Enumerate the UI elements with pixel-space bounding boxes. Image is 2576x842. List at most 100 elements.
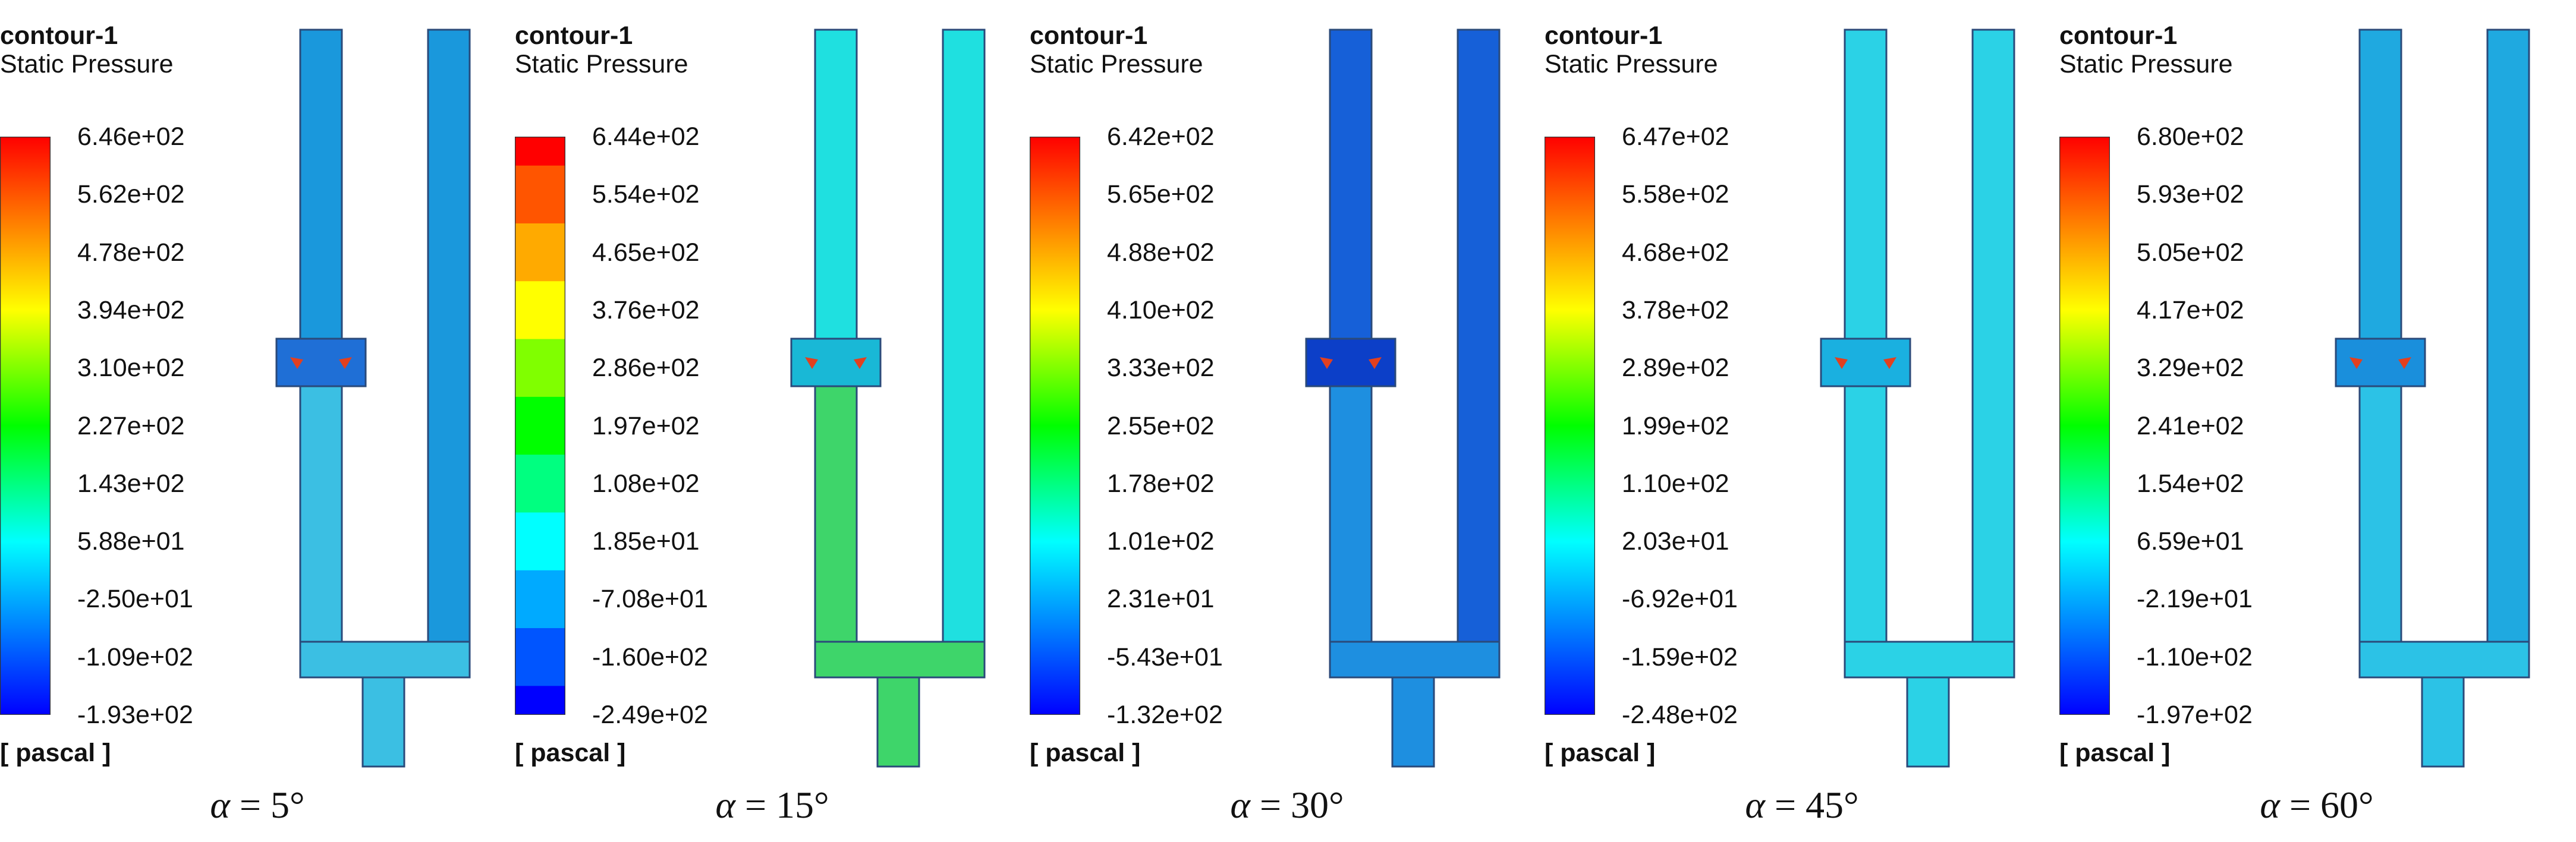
- colorbar-tick-label: 2.31e+01: [1107, 585, 1215, 614]
- colorbar-tick-label: 5.54e+02: [592, 180, 700, 209]
- colorbar: [515, 137, 565, 715]
- contour-subtitle: Static Pressure: [515, 50, 688, 78]
- colorbar-gradient: [0, 137, 51, 715]
- alpha-symbol: α: [2260, 784, 2280, 826]
- alpha-caption: α = 60°: [2059, 783, 2574, 827]
- colorbar-tick-label: 1.97e+02: [592, 411, 700, 440]
- vortex-arrow-icon: [2398, 357, 2411, 369]
- alpha-value: = 30°: [1250, 784, 1344, 826]
- right-leg: [1457, 29, 1501, 679]
- colorbar-tick-label: 5.65e+02: [1107, 180, 1215, 209]
- colorbar-tick-label: 4.17e+02: [2137, 295, 2244, 324]
- colorbar-tick-label: -5.43e+01: [1107, 642, 1223, 671]
- vortex-arrow-icon: [290, 357, 303, 369]
- colorbar-unit-label: [ pascal ]: [1030, 739, 1141, 767]
- colorbar-tick-label: 3.94e+02: [77, 295, 185, 324]
- colorbar-tick-label: 2.55e+02: [1107, 411, 1215, 440]
- vortex-arrow-icon: [1369, 357, 1382, 369]
- chamber: [2335, 338, 2426, 387]
- alpha-value: = 60°: [2279, 784, 2374, 826]
- alpha-symbol: α: [1230, 784, 1250, 826]
- left-leg-upper: [814, 29, 858, 340]
- colorbar-tick-label: -2.48e+02: [1622, 701, 1738, 729]
- colorbar-tick-label: 2.27e+02: [77, 411, 185, 440]
- colorbar: [1030, 137, 1080, 715]
- alpha-symbol: α: [1745, 784, 1765, 826]
- colorbar-tick-label: -2.50e+01: [77, 585, 193, 614]
- contour-subtitle: Static Pressure: [1030, 50, 1203, 78]
- alpha-symbol: α: [715, 784, 735, 826]
- colorbar-tick-label: 6.80e+02: [2137, 122, 2244, 151]
- vortex-arrow-icon: [1883, 357, 1896, 369]
- colorbar-gradient: [1545, 137, 1595, 715]
- colorbar-tick-label: 1.43e+02: [77, 469, 185, 498]
- alpha-caption: α = 30°: [1030, 783, 1545, 827]
- contour-panel: contour-1 Static Pressure 6.44e+02 5.54e+02…: [515, 0, 1030, 842]
- colorbar-tick-label: -2.19e+01: [2137, 585, 2253, 614]
- alpha-symbol: α: [210, 784, 230, 826]
- contour-title: contour-1: [1545, 21, 1663, 50]
- contour-subtitle: Static Pressure: [1545, 50, 1718, 78]
- vortex-arrow-icon: [1320, 357, 1333, 369]
- colorbar-tick-label: 2.41e+02: [2137, 411, 2244, 440]
- u-tube-contour: [275, 29, 471, 768]
- colorbar-tick-label: 3.78e+02: [1622, 295, 1729, 324]
- alpha-caption: α = 5°: [0, 783, 515, 827]
- left-leg-upper: [1844, 29, 1888, 340]
- colorbar-tick-label: 1.85e+01: [592, 527, 700, 556]
- colorbar-band: [515, 541, 565, 571]
- contour-panel: contour-1 Static Pressure 6.42e+02 5.65e+02…: [1030, 0, 1545, 842]
- vortex-arrow-icon: [1835, 357, 1848, 369]
- colorbar-tick-label: -1.32e+02: [1107, 701, 1223, 729]
- colorbar-tick-label: 4.78e+02: [77, 238, 185, 267]
- contour-title: contour-1: [0, 21, 118, 50]
- colorbar-tick-label: 3.76e+02: [592, 295, 700, 324]
- colorbar-band: [515, 281, 565, 311]
- colorbar-tick-label: -2.49e+02: [592, 701, 708, 729]
- colorbar-tick-label: 1.08e+02: [592, 469, 700, 498]
- vortex-arrow-icon: [805, 357, 818, 369]
- colorbar-band: [515, 396, 565, 427]
- colorbar: [1545, 137, 1595, 715]
- colorbar-band: [515, 686, 565, 715]
- colorbar-band: [515, 512, 565, 542]
- colorbar-tick-label: 1.01e+02: [1107, 527, 1215, 556]
- u-tube-contour: [2335, 29, 2530, 768]
- left-leg-lower: [2358, 385, 2402, 643]
- colorbar-tick-label: 1.54e+02: [2137, 469, 2244, 498]
- colorbar-band: [515, 599, 565, 629]
- right-leg: [2486, 29, 2530, 679]
- contour-title: contour-1: [2059, 21, 2178, 50]
- colorbar: [2059, 137, 2110, 715]
- contour-subtitle: Static Pressure: [2059, 50, 2233, 78]
- colorbar-tick-label: 1.10e+02: [1622, 469, 1729, 498]
- colorbar-tick-label: 2.86e+02: [592, 354, 700, 383]
- colorbar-tick-label: 6.46e+02: [77, 122, 185, 151]
- colorbar: [0, 137, 51, 715]
- colorbar-tick-label: -7.08e+01: [592, 585, 708, 614]
- left-leg-lower: [299, 385, 343, 643]
- outlet: [361, 676, 405, 768]
- contour-panel: contour-1 Static Pressure 6.47e+02 5.58e+02…: [1545, 0, 2059, 842]
- colorbar-tick-label: 6.59e+01: [2137, 527, 2244, 556]
- contour-panel: contour-1 Static Pressure 6.80e+02 5.93e+02…: [2059, 0, 2574, 842]
- vortex-arrow-icon: [2349, 357, 2363, 369]
- colorbar-band: [515, 339, 565, 368]
- colorbar-gradient: [2059, 137, 2110, 715]
- bottom-bend: [814, 641, 986, 679]
- colorbar-tick-label: 5.58e+02: [1622, 180, 1729, 209]
- colorbar-tick-label: 4.10e+02: [1107, 295, 1215, 324]
- alpha-value: = 15°: [735, 784, 829, 826]
- colorbar-unit-label: [ pascal ]: [2059, 739, 2171, 767]
- colorbar-tick-label: 5.62e+02: [77, 180, 185, 209]
- colorbar-band: [515, 657, 565, 686]
- bottom-bend: [1329, 641, 1501, 679]
- colorbar-tick-label: -1.10e+02: [2137, 642, 2253, 671]
- right-leg: [1971, 29, 2015, 679]
- colorbar-band: [515, 368, 565, 398]
- colorbar-band: [515, 570, 565, 600]
- colorbar-gradient: [1030, 137, 1080, 715]
- contour-subtitle: Static Pressure: [0, 50, 174, 78]
- alpha-caption: α = 45°: [1545, 783, 2059, 827]
- vortex-arrow-icon: [854, 357, 867, 369]
